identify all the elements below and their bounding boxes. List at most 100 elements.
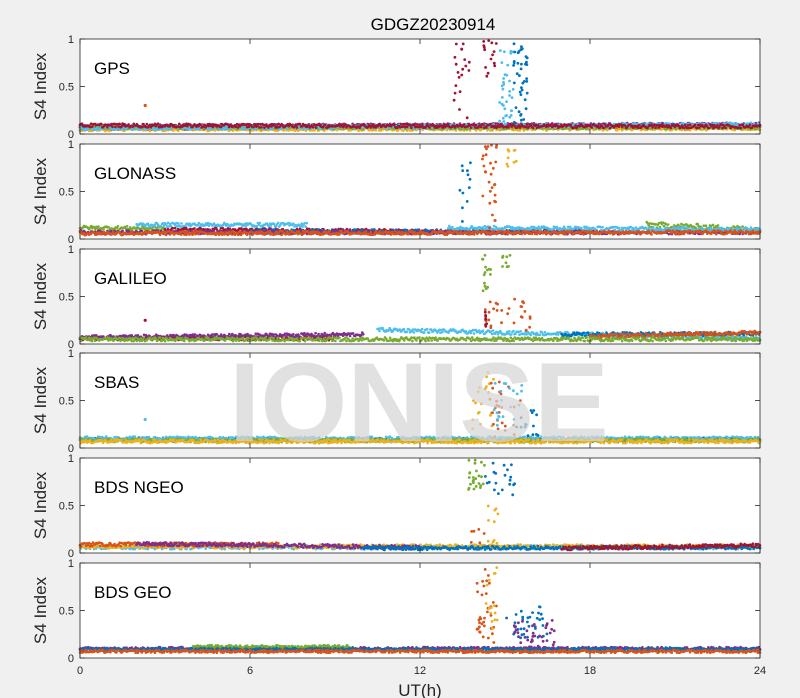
data-point [508,79,511,83]
data-point [518,90,522,94]
data-point [724,126,727,130]
data-point [118,122,121,126]
data-point [489,123,492,126]
y-tick-label: 1 [68,34,74,46]
data-point [156,122,160,125]
data-point [511,87,515,91]
data-point [460,73,464,77]
data-point [590,126,594,129]
data-point [501,87,505,91]
data-point [693,123,697,126]
data-point [458,108,461,111]
y-tick-label: 0.5 [59,82,74,94]
data-point [486,71,490,75]
data-point [503,73,507,77]
data-point [467,69,471,72]
data-point [260,126,263,129]
data-point [460,47,464,51]
data-point [491,53,494,57]
data-point [499,49,502,52]
data-point [688,123,692,126]
data-point [482,40,486,43]
data-point [502,104,505,107]
data-point [293,129,297,132]
data-point [144,128,148,131]
data-point [502,120,506,123]
data-point [500,96,504,99]
data-point [102,228,105,231]
data-point [483,48,487,52]
data-point [482,123,485,126]
data-point [127,123,130,126]
data-point [133,128,136,131]
data-point [421,124,424,127]
data-point [454,42,458,46]
data-point [516,51,520,55]
data-point [482,44,486,47]
data-point [520,88,524,92]
data-point [111,125,114,129]
data-marks [78,39,762,133]
data-point [410,126,413,129]
data-point [480,125,483,129]
data-point [286,127,290,131]
data-point [189,123,192,126]
data-point [515,72,519,76]
data-point [106,126,109,129]
data-point [374,128,378,132]
data-point [525,80,529,83]
data-point [519,113,523,116]
data-point [116,225,120,228]
data-point [474,123,478,127]
data-point [512,120,516,124]
data-point [549,123,553,126]
data-point [508,90,512,93]
data-point [516,61,520,65]
data-point [523,98,527,102]
data-point [507,126,511,129]
data-point [517,110,521,114]
data-point [314,126,318,129]
data-point [148,129,152,133]
data-point [490,41,494,45]
data-point [454,84,458,87]
data-point [669,126,673,130]
panel-label: GPS [94,59,130,78]
data-point [502,80,505,84]
data-point [462,123,466,126]
data-point [493,64,497,68]
data-point [402,129,405,132]
data-point [400,123,403,126]
data-point [505,100,508,103]
data-point [708,126,711,130]
data-point [525,56,529,60]
data-point [485,126,488,129]
data-point [485,74,489,78]
plot-area [80,39,760,134]
data-point [467,60,471,64]
data-point [509,114,513,117]
data-point [97,225,100,228]
data-point [143,103,147,108]
data-point [501,116,505,120]
data-point [520,62,523,66]
data-point [514,106,518,109]
data-point [519,93,523,96]
data-point [392,123,396,126]
data-point [492,50,496,53]
data-point [484,66,487,69]
data-point [510,96,514,99]
data-point [602,126,606,130]
data-point [739,126,742,130]
data-point [500,61,504,64]
data-point [186,124,189,128]
data-point [492,61,496,65]
data-point [323,123,327,126]
data-point [177,222,180,225]
data-point [748,123,752,127]
data-point [512,64,515,67]
data-point [114,125,117,129]
data-point [141,122,145,126]
